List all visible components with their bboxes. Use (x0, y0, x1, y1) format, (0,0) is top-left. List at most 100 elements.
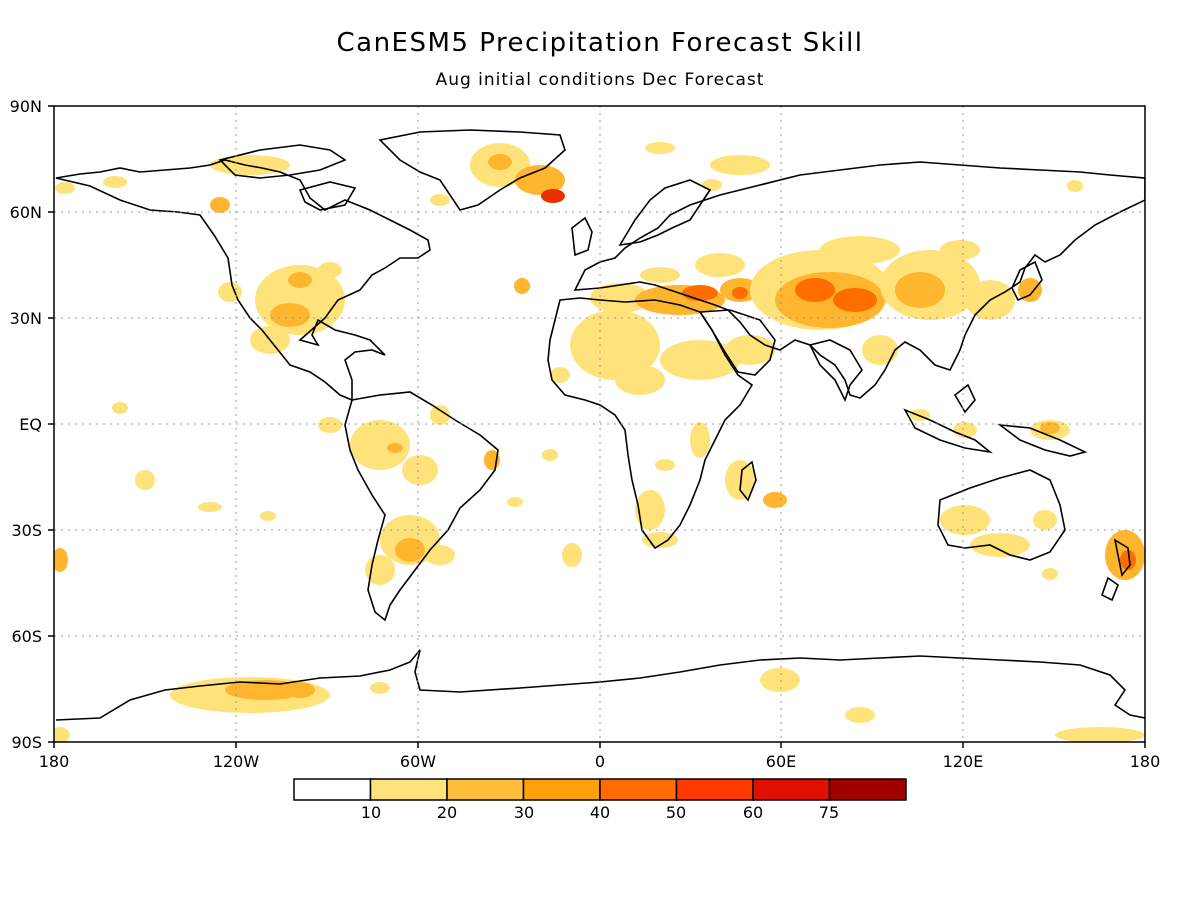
skill-patch (318, 262, 342, 278)
skill-patch (112, 402, 128, 414)
lat-label-60s: 60S (11, 627, 42, 646)
lat-label-90s: 90S (11, 733, 42, 752)
skill-patch (542, 449, 558, 461)
colorbar-label: 75 (819, 803, 839, 822)
coast-eurasia (573, 161, 1145, 399)
lon-label-60e: 60E (766, 752, 796, 771)
skill-patch (270, 303, 310, 327)
coast-japan (1011, 260, 1043, 302)
axis-ticks (48, 105, 1146, 748)
coastlines (55, 129, 1145, 721)
colorbar-swatch (522, 778, 601, 801)
skill-patch (1042, 568, 1058, 580)
skill-patch (488, 154, 512, 170)
skill-patch (1055, 727, 1145, 742)
map-title: CanESM5 Precipitation Forecast Skill (336, 28, 864, 58)
skill-patch (590, 283, 650, 313)
coast-india (808, 339, 863, 403)
coast-antarctica (55, 649, 1145, 721)
skill-patch (103, 176, 127, 188)
coast-africa (547, 297, 754, 550)
skill-patch (387, 443, 403, 453)
skill-patch (833, 288, 877, 312)
colorbar-swatch (599, 778, 678, 801)
skill-patch (725, 335, 775, 365)
lon-label-60w: 60W (400, 752, 436, 771)
colorbar-swatch (293, 778, 372, 801)
colorbar-label: 10 (361, 803, 381, 822)
colorbar-swatch (828, 778, 907, 801)
skill-patch (795, 278, 835, 302)
skill-patch (210, 197, 230, 213)
skill-patch (682, 285, 718, 301)
skill-patch (690, 422, 710, 458)
colorbar (293, 778, 907, 801)
skill-patch (660, 340, 740, 380)
colorbar-label: 40 (590, 803, 610, 822)
skill-patch (640, 267, 680, 283)
skill-patch (940, 240, 980, 260)
coast-north-america (55, 159, 431, 402)
skill-patch (430, 194, 450, 206)
lat-label-90n: 90N (10, 97, 42, 116)
skill-patch (763, 492, 787, 508)
colorbar-label: 20 (437, 803, 457, 822)
coast-arctic-islands (218, 144, 347, 179)
skill-shading (54, 142, 1145, 742)
colorbar-label: 30 (514, 803, 534, 822)
coast-arabia (698, 309, 776, 376)
skill-patch (198, 502, 222, 512)
skill-patch (515, 165, 565, 195)
skill-patch (1040, 422, 1060, 434)
colorbar-labels: 10 20 30 40 50 60 75 (361, 803, 839, 822)
skill-patch (55, 182, 75, 194)
coast-south-america (344, 391, 499, 622)
skill-patch (820, 236, 900, 264)
skill-patch (507, 497, 523, 507)
skill-patch (370, 682, 390, 694)
skill-patch (54, 548, 68, 572)
skill-patch (225, 680, 305, 700)
skill-patch (732, 287, 748, 299)
colorbar-label: 50 (666, 803, 686, 822)
skill-patch (350, 420, 410, 470)
skill-patch (135, 470, 155, 490)
skill-patch (288, 272, 312, 288)
skill-patch (655, 459, 675, 471)
coast-madagascar (739, 460, 757, 502)
skill-patch (1120, 550, 1136, 570)
skill-patch (1067, 180, 1083, 192)
skill-patch (425, 545, 455, 565)
skill-patch (260, 511, 276, 521)
colorbar-label: 60 (743, 803, 763, 822)
skill-patch (635, 490, 665, 530)
coast-new-zealand (1113, 538, 1131, 577)
skill-patch (514, 278, 530, 294)
skill-patch (940, 505, 990, 535)
lon-label-120w: 120W (213, 752, 260, 771)
skill-patch (1033, 510, 1057, 530)
lon-label-180e: 180 (1130, 752, 1161, 771)
lat-label-30n: 30N (10, 309, 42, 328)
skill-patch (285, 682, 315, 698)
skill-patch (562, 543, 582, 567)
skill-patch (645, 142, 675, 154)
colorbar-swatch (675, 778, 754, 801)
skill-patch (845, 707, 875, 723)
skill-patch (615, 365, 665, 395)
skill-patch (318, 417, 342, 433)
coast-greenland (378, 129, 566, 211)
skill-patch (541, 189, 565, 203)
skill-patch (550, 367, 570, 383)
skill-patch (570, 310, 660, 380)
skill-patch (725, 460, 755, 500)
skill-patch (1018, 278, 1042, 302)
map-grid (54, 106, 1145, 742)
lon-label-0: 0 (595, 752, 605, 771)
skill-patch (402, 455, 438, 485)
lat-label-eq: EQ (19, 415, 42, 434)
lon-label-180w: 180 (39, 752, 70, 771)
map-subtitle: Aug initial conditions Dec Forecast (435, 70, 765, 90)
lat-label-60n: 60N (10, 203, 42, 222)
